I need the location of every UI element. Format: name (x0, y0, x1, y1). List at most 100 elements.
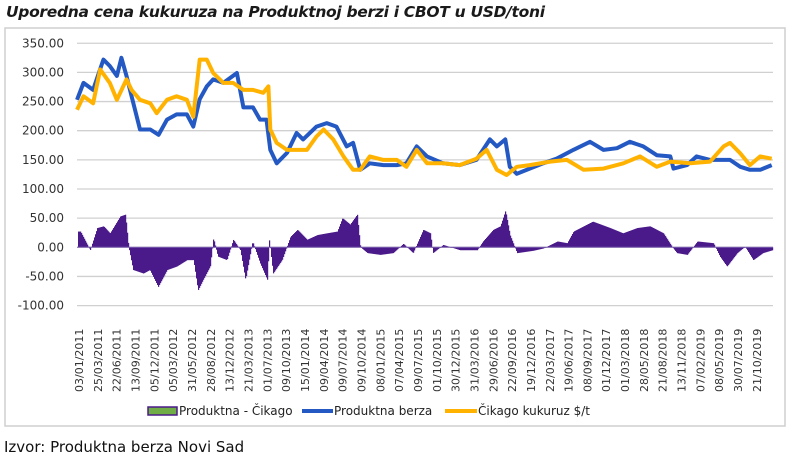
difference-bar (502, 220, 504, 248)
difference-bar (398, 247, 400, 249)
difference-bar (464, 247, 466, 251)
difference-bar (668, 240, 670, 248)
difference-bar (614, 229, 616, 248)
difference-bar (510, 235, 512, 248)
difference-bar (603, 225, 605, 248)
legend-label: Produktna berza (334, 404, 432, 418)
difference-bar (515, 247, 517, 249)
difference-bar (260, 247, 262, 264)
difference-bar (676, 247, 678, 253)
difference-bar (662, 232, 664, 248)
difference-bar (539, 247, 541, 250)
difference-bar (110, 233, 112, 248)
difference-bar (379, 247, 381, 255)
difference-bar (290, 237, 292, 248)
difference-bar (766, 247, 768, 253)
difference-bar (354, 218, 356, 248)
difference-bar (753, 247, 755, 260)
difference-bar (194, 247, 196, 266)
difference-bar (98, 227, 100, 248)
difference-bar (264, 247, 266, 273)
difference-bar (623, 233, 625, 248)
difference-bar (200, 247, 202, 286)
difference-bar (620, 232, 622, 248)
difference-bar (577, 229, 579, 248)
x-axis-labels: 03/01/2011 25/03/2011 22/06/2011 13/09/2011… (73, 329, 764, 392)
difference-bar (660, 231, 662, 248)
difference-bar (418, 241, 420, 248)
difference-bar (382, 247, 384, 255)
x-tick-label: 13/12/2012 (224, 329, 237, 392)
difference-bar (276, 247, 278, 269)
difference-bar (93, 240, 95, 248)
x-tick-label: 22/06/2011 (111, 329, 124, 392)
difference-bar (392, 247, 394, 254)
difference-bar (587, 224, 589, 248)
difference-bar (107, 230, 109, 248)
difference-bar (751, 247, 753, 257)
difference-bar (583, 226, 585, 248)
difference-bar (101, 226, 103, 248)
difference-bar (207, 247, 209, 273)
difference-bar (694, 245, 696, 248)
difference-bar (437, 247, 439, 250)
difference-bar (579, 228, 581, 248)
difference-bar (241, 247, 243, 256)
difference-bar (627, 231, 629, 248)
difference-bar (616, 230, 618, 248)
difference-bar (185, 247, 187, 262)
difference-bar (575, 230, 577, 248)
difference-bar (82, 234, 84, 248)
difference-bar (708, 242, 710, 248)
difference-bar (557, 241, 559, 248)
difference-bar (120, 216, 122, 248)
difference-bar (376, 247, 378, 255)
difference-bar (538, 247, 540, 250)
difference-bar (542, 247, 544, 249)
difference-bar (692, 247, 694, 249)
difference-bar (525, 247, 527, 252)
difference-bar (340, 223, 342, 248)
difference-bar (324, 233, 326, 248)
difference-bar (87, 244, 89, 248)
difference-bar (526, 247, 528, 252)
difference-bar (414, 247, 416, 251)
difference-bar (723, 247, 725, 262)
difference-bar (296, 231, 298, 248)
difference-bar (179, 247, 181, 266)
difference-bar (495, 228, 497, 248)
difference-bar (519, 247, 521, 253)
difference-bar (443, 244, 445, 248)
difference-bar (86, 242, 88, 248)
difference-bar (730, 247, 732, 263)
difference-bar (593, 221, 595, 248)
x-tick-label: 31/05/2012 (186, 329, 199, 392)
difference-bar (314, 236, 316, 248)
difference-bar (95, 234, 97, 248)
difference-bar (584, 226, 586, 248)
difference-bar (239, 247, 241, 249)
difference-bar (112, 229, 114, 248)
difference-bar (317, 235, 319, 248)
y-tick-label: -50.00 (25, 269, 64, 283)
difference-bar (516, 247, 518, 251)
difference-bar (531, 247, 533, 252)
difference-bar (393, 247, 395, 254)
difference-bar (527, 247, 529, 252)
difference-bar (383, 247, 385, 255)
difference-bar (687, 247, 689, 255)
difference-bar (625, 232, 627, 248)
difference-bar (346, 221, 348, 248)
y-tick-label: 350.00 (22, 36, 64, 50)
difference-bar (742, 247, 744, 250)
difference-bar (535, 247, 537, 251)
difference-bar (84, 238, 86, 248)
difference-bar (413, 247, 415, 253)
difference-bar (220, 247, 222, 258)
difference-bar (358, 224, 360, 248)
difference-bar (600, 224, 602, 248)
difference-bars (77, 211, 774, 290)
y-tick-label: 300.00 (22, 65, 64, 79)
difference-bar (684, 247, 686, 255)
difference-bar (278, 247, 280, 266)
